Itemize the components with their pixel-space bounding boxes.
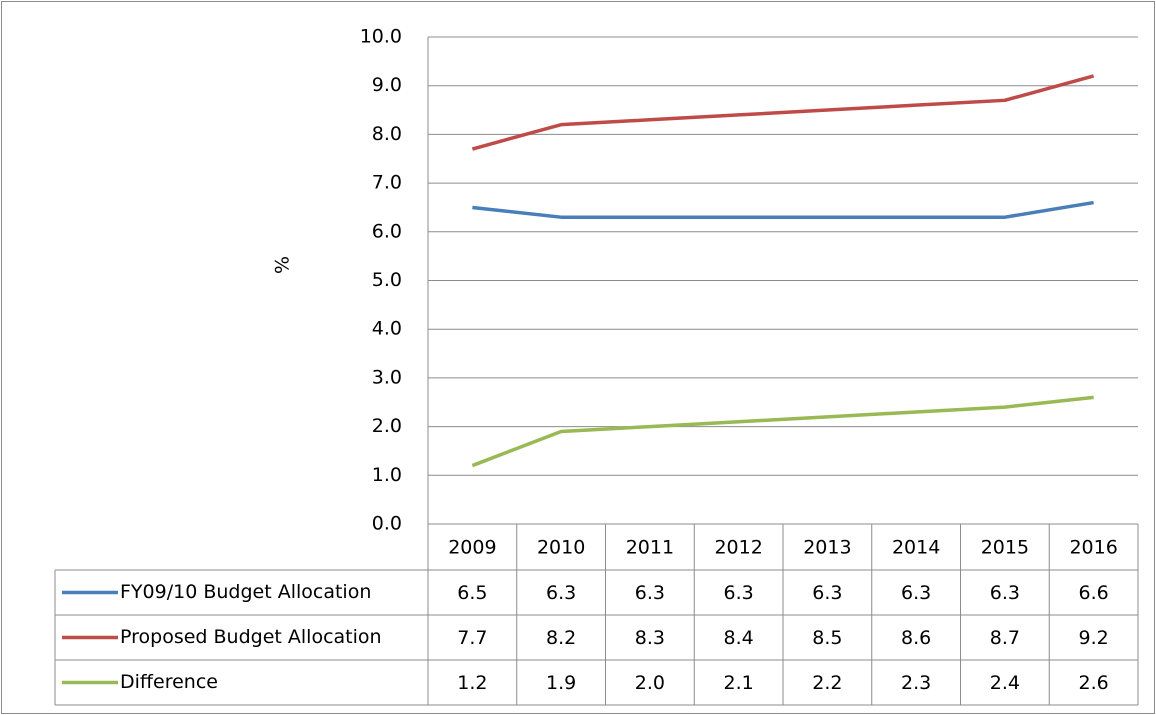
y-tick-label: 10.0 [360, 26, 402, 48]
y-tick-label: 9.0 [372, 74, 402, 96]
table-cell: 8.6 [901, 627, 931, 649]
table-cell: 6.3 [635, 582, 665, 604]
table-cell: 2.3 [901, 672, 931, 694]
y-tick-label: 3.0 [372, 366, 402, 388]
table-cell: 1.9 [546, 672, 576, 694]
table-cell: 6.5 [457, 582, 487, 604]
table-cell: 8.3 [635, 627, 665, 649]
table-cell: 9.2 [1079, 627, 1109, 649]
table-cell: 2.4 [990, 672, 1020, 694]
x-tick-label: 2016 [1069, 537, 1117, 559]
legend-label: Proposed Budget Allocation [120, 626, 382, 648]
table-cell: 6.6 [1079, 582, 1109, 604]
y-tick-label: 2.0 [372, 415, 402, 437]
x-tick-label: 2009 [448, 537, 496, 559]
x-tick-label: 2014 [892, 537, 940, 559]
table-cell: 1.2 [457, 672, 487, 694]
x-tick-label: 2010 [537, 537, 585, 559]
y-tick-label: 7.0 [372, 172, 402, 194]
table-cell: 6.3 [901, 582, 931, 604]
y-tick-label: 6.0 [372, 220, 402, 242]
legend-label: Difference [120, 671, 218, 693]
y-tick-label: 8.0 [372, 123, 402, 145]
table-cell: 6.3 [812, 582, 842, 604]
table-cell: 2.0 [635, 672, 665, 694]
table-cell: 6.3 [724, 582, 754, 604]
table-cell: 2.2 [812, 672, 842, 694]
y-tick-label: 1.0 [372, 464, 402, 486]
series-line [472, 200, 1094, 219]
x-tick-label: 2012 [714, 537, 762, 559]
x-tick-label: 2015 [981, 537, 1029, 559]
table-cell: 2.6 [1079, 672, 1109, 694]
table-cell: 6.3 [546, 582, 576, 604]
x-tick-label: 2013 [803, 537, 851, 559]
y-tick-label: 4.0 [372, 318, 402, 340]
table-cell: 2.1 [724, 672, 754, 694]
y-tick-label: 0.0 [372, 513, 402, 535]
y-axis-label: % [272, 256, 294, 274]
table-cell: 7.7 [457, 627, 487, 649]
table-cell: 8.2 [546, 627, 576, 649]
table-cell: 8.5 [812, 627, 842, 649]
table-cell: 8.4 [724, 627, 754, 649]
table-cell: 8.7 [990, 627, 1020, 649]
x-tick-label: 2011 [626, 537, 674, 559]
series-line [471, 74, 1095, 151]
series-line [471, 395, 1094, 468]
legend-label: FY09/10 Budget Allocation [120, 581, 371, 603]
y-tick-label: 5.0 [372, 269, 402, 291]
table-cell: 6.3 [990, 582, 1020, 604]
